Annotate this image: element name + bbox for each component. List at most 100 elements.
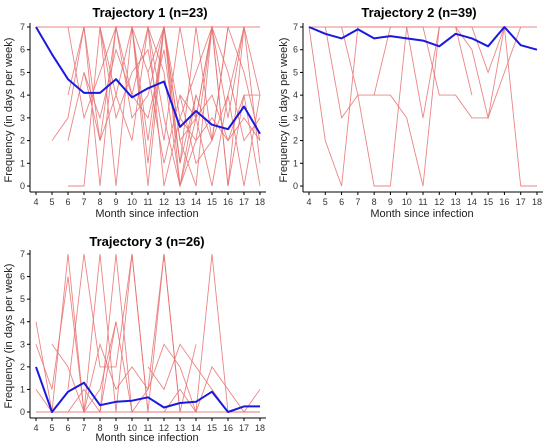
y-tick-label: 6 (20, 272, 25, 282)
panel-trajectory-3: Trajectory 3 (n=26) Month since infectio… (3, 234, 266, 444)
x-tick-label: 13 (451, 197, 461, 207)
x-tick-label: 15 (207, 197, 217, 207)
y-tick-label: 5 (20, 294, 25, 304)
x-tick-label: 18 (532, 197, 542, 207)
individual-trajectory-line (163, 365, 260, 413)
chart-title: Trajectory 2 (n=39) (361, 5, 476, 20)
y-tick-label: 0 (20, 181, 25, 191)
chart-title: Trajectory 3 (n=26) (89, 234, 204, 249)
individual-trajectory-line (51, 342, 197, 414)
individual-trajectory-line (147, 343, 261, 413)
x-axis-label: Month since infection (95, 432, 198, 444)
y-axis-label: Frequency (in days per week) (3, 264, 15, 409)
y-tick-label: 0 (293, 181, 298, 191)
x-tick-label: 8 (97, 197, 102, 207)
chart-title: Trajectory 1 (n=23) (92, 5, 207, 20)
individual-trajectory-line (374, 26, 473, 187)
x-tick-label: 7 (355, 197, 360, 207)
individual-trajectory-line (99, 25, 261, 187)
x-tick-label: 11 (418, 197, 427, 207)
y-tick-label: 2 (20, 362, 25, 372)
x-tick-label: 6 (339, 197, 344, 207)
x-tick-label: 18 (255, 197, 265, 207)
individual-trajectory-line (83, 25, 197, 187)
individual-trajectory-line (179, 26, 261, 165)
individual-trajectory-line (83, 253, 244, 414)
x-tick-label: 9 (388, 197, 393, 207)
individual-trajectory-line (439, 26, 505, 74)
panel-trajectory-1: Trajectory 1 (n=23) Month since infectio… (3, 5, 266, 220)
y-tick-label: 1 (293, 158, 298, 168)
y-tick-label: 3 (20, 113, 25, 123)
x-axis-label: Month since infection (95, 208, 198, 220)
x-tick-label: 6 (65, 197, 70, 207)
x-tick-label: 5 (49, 197, 54, 207)
y-tick-label: 3 (20, 339, 25, 349)
x-tick-label: 17 (239, 423, 249, 433)
x-tick-label: 9 (113, 423, 118, 433)
x-tick-label: 10 (127, 423, 137, 433)
individual-trajectory-line (115, 26, 261, 164)
y-axis-label: Frequency (in days per week) (3, 38, 15, 183)
y-tick-label: 5 (20, 67, 25, 77)
y-tick-label: 7 (20, 249, 25, 259)
x-tick-label: 17 (516, 197, 526, 207)
x-tick-label: 17 (239, 197, 249, 207)
y-tick-label: 6 (293, 45, 298, 55)
individual-trajectory-line (67, 26, 165, 164)
y-tick-label: 4 (20, 317, 25, 327)
x-tick-label: 8 (97, 423, 102, 433)
x-tick-label: 14 (191, 197, 201, 207)
x-tick-label: 9 (113, 197, 118, 207)
y-tick-label: 5 (293, 67, 298, 77)
individual-trajectory-line (455, 26, 522, 120)
x-tick-label: 10 (402, 197, 412, 207)
y-tick-label: 7 (293, 22, 298, 32)
x-tick-label: 16 (499, 197, 509, 207)
x-tick-label: 13 (175, 197, 185, 207)
individual-trajectory-line (132, 26, 260, 188)
individual-trajectory-line (324, 26, 408, 187)
individual-trajectory-line (406, 26, 537, 187)
x-tick-label: 11 (143, 197, 152, 207)
x-tick-label: 4 (33, 197, 38, 207)
y-tick-label: 4 (293, 90, 298, 100)
x-tick-label: 12 (434, 197, 444, 207)
x-tick-label: 16 (223, 197, 233, 207)
x-tick-label: 7 (81, 197, 86, 207)
x-tick-label: 5 (49, 423, 54, 433)
y-tick-label: 1 (20, 158, 25, 168)
y-tick-label: 6 (20, 45, 25, 55)
individual-trajectory-line (341, 26, 440, 118)
y-tick-label: 1 (20, 384, 25, 394)
x-tick-label: 4 (306, 197, 311, 207)
individual-trajectory-line (35, 321, 117, 414)
x-tick-label: 15 (483, 197, 493, 207)
x-tick-label: 12 (159, 423, 169, 433)
mean-trajectory-line (35, 26, 261, 135)
x-tick-label: 16 (223, 423, 233, 433)
x-tick-label: 14 (467, 197, 477, 207)
mean-trajectory-line (308, 26, 538, 51)
x-tick-label: 13 (175, 423, 185, 433)
x-tick-label: 14 (191, 423, 201, 433)
y-axis-label: Frequency (in days per week) (278, 38, 290, 183)
x-tick-label: 11 (143, 423, 152, 433)
x-tick-label: 10 (127, 197, 137, 207)
y-tick-label: 0 (20, 407, 25, 417)
y-tick-label: 4 (20, 90, 25, 100)
individual-trajectory-line (35, 253, 149, 413)
y-tick-label: 2 (20, 136, 25, 146)
y-tick-label: 2 (293, 136, 298, 146)
individual-trajectory-line (147, 25, 261, 164)
x-tick-label: 15 (207, 423, 217, 433)
x-axis-label: Month since infection (370, 208, 473, 220)
x-tick-label: 6 (65, 423, 70, 433)
x-tick-label: 5 (323, 197, 328, 207)
mean-trajectory-line (35, 366, 260, 413)
x-tick-label: 12 (159, 197, 169, 207)
panel-trajectory-2: Trajectory 2 (n=39) Month since infectio… (278, 5, 543, 220)
